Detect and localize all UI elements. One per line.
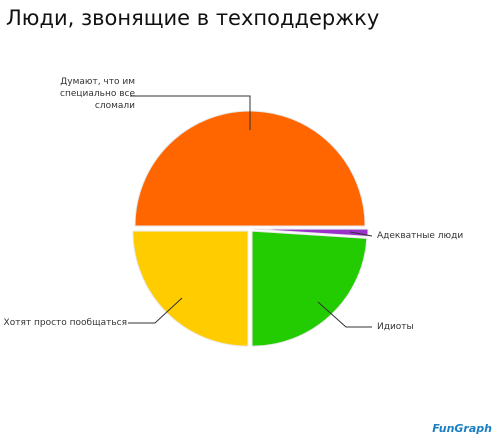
slice-label: Думают, что им специально все сломали: [60, 77, 135, 111]
pie-slice: [251, 230, 368, 347]
slice-label: Хотят просто пообщаться: [3, 318, 127, 328]
slice-label: Адекватные люди: [377, 231, 464, 241]
leader-line: [349, 231, 373, 237]
leader-line: [128, 297, 183, 324]
slice-label: Идиоты: [377, 322, 414, 332]
leader-line: [130, 95, 251, 130]
chart-title: Люди, звонящие в техподдержку: [6, 6, 380, 30]
pie-slice: [252, 228, 369, 237]
pie-slice: [132, 230, 249, 347]
leader-line: [317, 301, 372, 328]
logo: FunGraph: [432, 422, 492, 435]
